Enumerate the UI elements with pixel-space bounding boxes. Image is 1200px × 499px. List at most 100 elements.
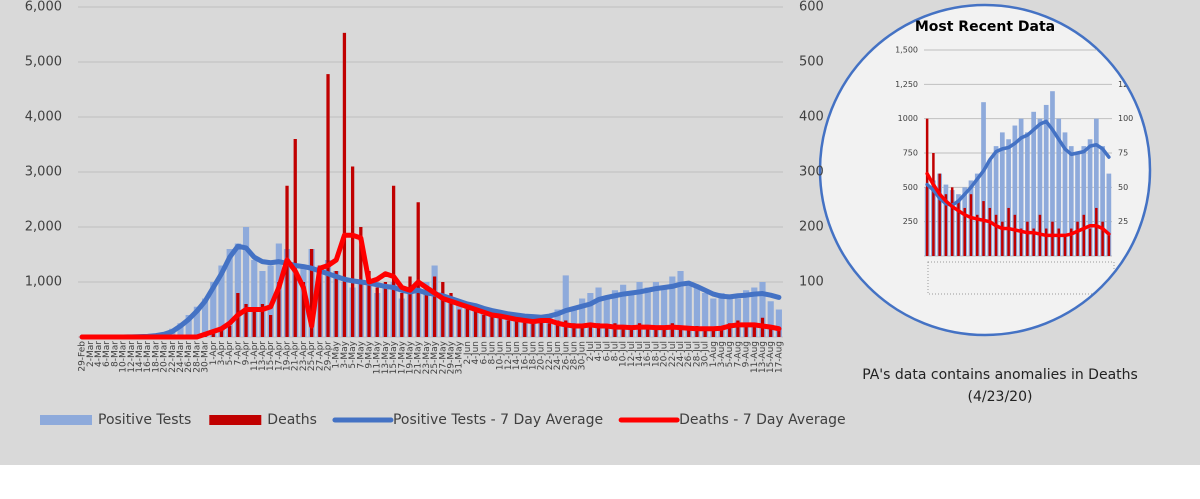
- x-tick-label: 31-May: [455, 340, 465, 374]
- x-tick-label: 29-Apr: [324, 341, 334, 371]
- bar: [944, 194, 948, 256]
- bar: [1088, 228, 1092, 256]
- y-tick-label: 250: [903, 217, 918, 226]
- bar: [1093, 118, 1099, 257]
- x-tick-label: 17-Apr: [274, 341, 284, 371]
- bar: [636, 282, 643, 337]
- x-tick-label: 20-Mar: [160, 341, 170, 373]
- bar: [318, 265, 322, 337]
- line: [79, 243, 782, 340]
- caption: (4/23/20): [968, 389, 1033, 405]
- x-tick-label: 15-Apr: [266, 341, 276, 371]
- x-tick-label: 29-Feb: [78, 341, 88, 372]
- x-tick-label: 13-Aug: [758, 341, 768, 373]
- bar: [482, 315, 486, 337]
- bar: [400, 293, 404, 337]
- bar: [1044, 228, 1048, 256]
- y2-tick-label: 75: [1118, 149, 1128, 158]
- bar: [562, 275, 569, 337]
- bar: [976, 214, 979, 256]
- y2-tick-label: 500: [799, 55, 824, 70]
- bar: [242, 227, 250, 337]
- x-tick-label: 11-May: [373, 340, 383, 374]
- x-tick-label: 16-Jul: [643, 341, 653, 367]
- bar: [711, 328, 715, 337]
- bar: [993, 146, 999, 256]
- bar: [1050, 91, 1055, 256]
- y2-tick-label: 200: [799, 220, 824, 235]
- bar: [718, 293, 725, 337]
- x-tick-label: 7-Apr: [233, 341, 243, 366]
- x-tick-label: 15-Aug: [766, 341, 776, 373]
- bar: [457, 309, 461, 337]
- x-tick-label: 13-May: [381, 340, 391, 374]
- x-tick-label: 21-Apr: [291, 341, 301, 371]
- bar: [695, 326, 699, 337]
- bar: [1013, 214, 1017, 256]
- line: [925, 119, 1111, 207]
- x-tick-label: 23-Apr: [299, 341, 309, 371]
- bar: [260, 304, 265, 337]
- x-tick-label: 19-May: [406, 340, 416, 374]
- bar: [702, 293, 709, 337]
- x-tick-label: 14-Jun: [512, 341, 522, 370]
- bar: [1037, 118, 1043, 257]
- x-tick-label: 7-May: [356, 340, 366, 368]
- bar: [424, 287, 429, 337]
- bar: [490, 309, 494, 337]
- x-tick-label: 12-Mar: [127, 341, 137, 373]
- line: [925, 171, 1111, 238]
- y2-tick-label: 100: [799, 275, 824, 290]
- bar: [226, 249, 233, 337]
- bar: [416, 202, 420, 337]
- bar: [1025, 132, 1030, 256]
- bar: [1106, 173, 1112, 256]
- x-tick-label: 11-Aug: [750, 341, 760, 373]
- bar: [185, 315, 192, 337]
- bar: [605, 326, 609, 337]
- bar: [367, 271, 371, 337]
- x-tick-label: 2-Mar: [86, 341, 96, 367]
- bar: [1062, 132, 1068, 256]
- x-tick-label: 1-Apr: [209, 341, 219, 366]
- y2-tick-label: 600: [799, 0, 824, 15]
- bar: [201, 298, 209, 337]
- x-tick-label: 22-Jun: [545, 341, 555, 370]
- bar: [1100, 146, 1105, 256]
- y-tick-label: 1,500: [895, 46, 918, 55]
- x-tick-label: 3-Apr: [217, 341, 227, 366]
- x-tick-label: 21-May: [414, 340, 424, 374]
- x-tick-label: 8-Jul: [610, 341, 620, 361]
- bar: [751, 287, 758, 337]
- bar: [1101, 221, 1104, 256]
- x-tick-label: 28-Mar: [192, 341, 202, 373]
- x-tick-label: 28-Jul: [692, 341, 702, 367]
- bar: [669, 276, 676, 337]
- x-tick-label: 2-Jun: [463, 341, 473, 365]
- line: [79, 232, 782, 340]
- x-tick-label: 5-Aug: [725, 341, 735, 367]
- bar: [644, 287, 651, 337]
- bar: [982, 201, 985, 256]
- bar: [685, 284, 692, 337]
- bar: [391, 185, 396, 337]
- bar: [621, 326, 625, 337]
- bar: [580, 326, 584, 337]
- bar: [652, 282, 660, 337]
- bar: [646, 326, 650, 337]
- bar: [498, 315, 502, 337]
- bar: [769, 326, 773, 337]
- x-tick-label: 20-Jun: [537, 341, 547, 370]
- bar: [767, 301, 774, 337]
- y2-tick-label: 300: [799, 165, 824, 180]
- x-tick-label: 14-Mar: [135, 341, 145, 373]
- bar: [1095, 207, 1098, 256]
- bar: [744, 326, 748, 337]
- bar: [375, 287, 379, 337]
- bar: [611, 290, 619, 337]
- bar: [603, 298, 610, 337]
- bar: [1006, 139, 1011, 256]
- bar: [251, 260, 258, 337]
- bar: [1082, 214, 1086, 256]
